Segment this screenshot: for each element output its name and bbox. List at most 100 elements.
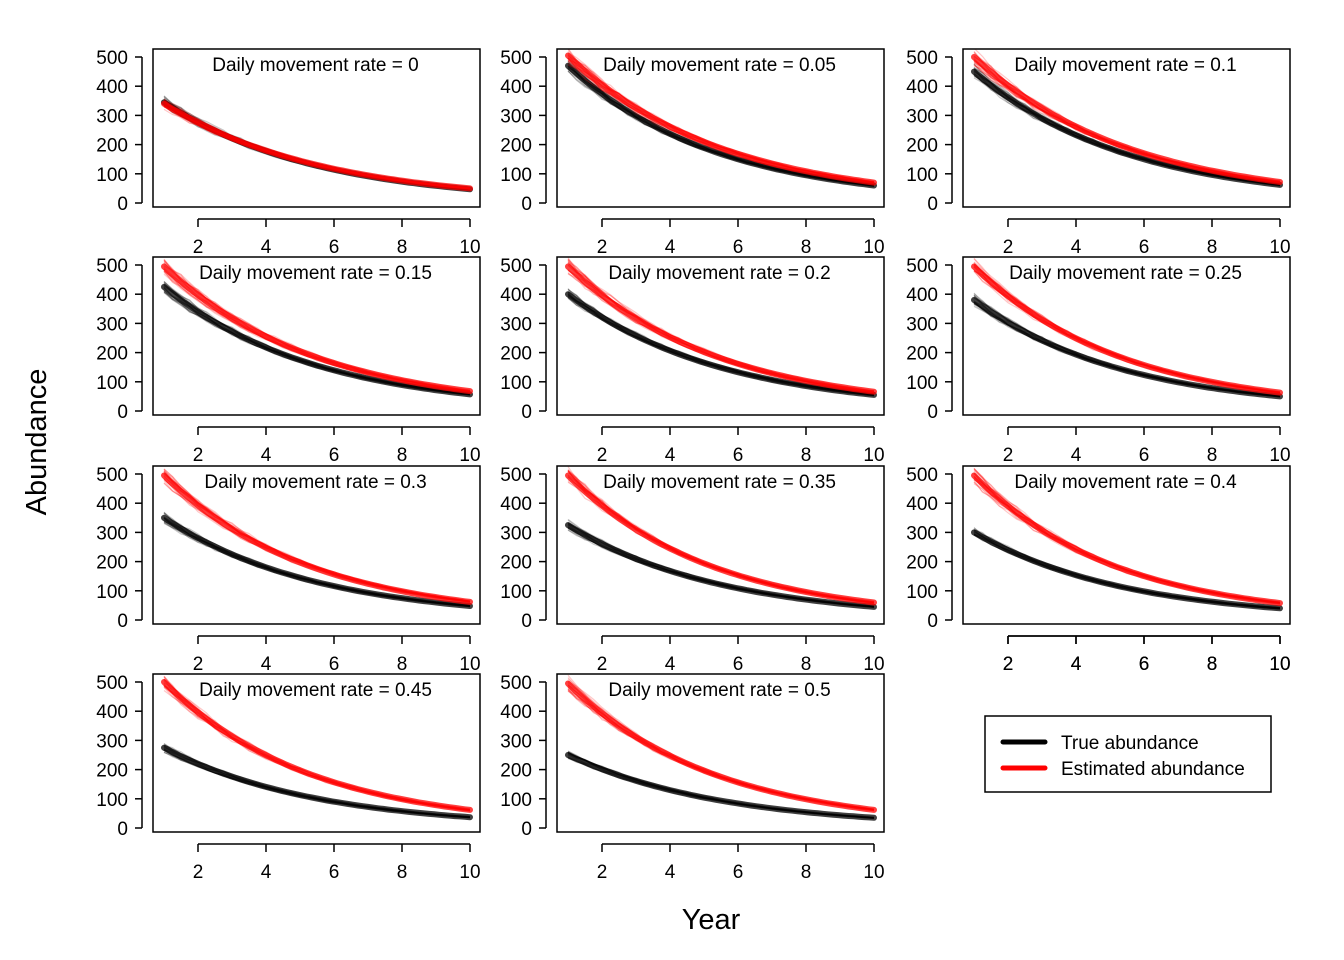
- panel-title: Daily movement rate = 0: [212, 55, 418, 76]
- true-replicate-line: [567, 60, 875, 186]
- true-replicate-line: [163, 97, 471, 190]
- y-tick-label: 100: [96, 165, 128, 186]
- true-replicate-line: [973, 69, 1281, 186]
- estimated-replicate-line: [567, 684, 875, 810]
- true-replicate-line: [567, 69, 875, 187]
- y-tick-label: 300: [500, 523, 532, 544]
- true-abundance-line: [161, 514, 473, 609]
- panel-lines: [565, 674, 877, 821]
- y-tick-label: 100: [96, 373, 128, 394]
- true-replicate-line: [567, 64, 875, 186]
- estimated-replicate-line: [973, 62, 1281, 184]
- x-tick-label: 10: [863, 654, 884, 675]
- y-tick-label: 0: [521, 402, 532, 423]
- estimated-replicate-line: [163, 103, 471, 189]
- estimated-replicate-line: [567, 264, 875, 394]
- estimated-replicate-line: [163, 103, 471, 189]
- estimated-replicate-line: [567, 269, 875, 394]
- true-replicate-line: [973, 70, 1281, 187]
- y-tick-label: 400: [500, 77, 532, 98]
- estimated-replicate-line: [163, 108, 471, 189]
- x-tick-label: 10: [1269, 654, 1290, 675]
- y-tick-label: 0: [117, 402, 128, 423]
- estimated-replicate-line: [567, 64, 875, 183]
- estimated-replicate-line: [163, 683, 471, 811]
- true-replicate-line: [163, 748, 471, 818]
- panel-title: Daily movement rate = 0.5: [608, 680, 830, 701]
- panel: 0 100 200 300 400 500 2 4 6 8 10 Daily movement rat…: [500, 48, 885, 258]
- estimated-replicate-line: [567, 685, 875, 810]
- y-tick-label: 200: [96, 136, 128, 157]
- panel-title: Daily movement rate = 0.4: [1014, 472, 1237, 493]
- true-replicate-line: [567, 752, 875, 820]
- estimated-replicate-line: [163, 685, 471, 812]
- panel-lines: [971, 257, 1283, 400]
- x-tick-label: 2: [193, 445, 204, 466]
- estimated-replicate-line: [973, 475, 1281, 604]
- estimated-replicate-line: [567, 683, 875, 811]
- true-replicate-line: [163, 101, 471, 191]
- estimated-replicate-line: [567, 681, 875, 810]
- estimated-replicate-line: [163, 685, 471, 810]
- panel-frame: [152, 48, 481, 208]
- true-replicate-line: [973, 301, 1281, 398]
- estimated-replicate-line: [567, 62, 875, 185]
- estimated-replicate-line: [163, 270, 471, 392]
- true-replicate-line: [567, 756, 875, 818]
- y-tick-label: 400: [96, 702, 128, 723]
- x-tick-label: 2: [1003, 654, 1014, 675]
- y-tick-label: 500: [96, 465, 128, 486]
- true-replicate-line: [163, 749, 471, 818]
- true-replicate-line: [973, 296, 1281, 398]
- true-replicate-line: [567, 60, 875, 186]
- x-tick-label: 6: [1139, 654, 1150, 675]
- y-tick-label: 200: [500, 553, 532, 574]
- true-replicate-line: [567, 751, 875, 818]
- estimated-replicate-line: [163, 105, 471, 189]
- true-replicate-line: [973, 302, 1281, 397]
- true-replicate-line: [567, 755, 875, 819]
- x-tick-label: 4: [261, 862, 272, 883]
- true-replicate-line: [163, 105, 471, 190]
- x-tick-label: 8: [801, 445, 812, 466]
- y-tick-label: 500: [500, 673, 532, 694]
- y-tick-label: 400: [906, 77, 938, 98]
- y-tick-label: 500: [500, 465, 532, 486]
- estimated-replicate-line: [163, 273, 471, 393]
- y-tick-label: 500: [500, 48, 532, 69]
- estimated-abundance-line: [565, 52, 877, 186]
- estimated-replicate-line: [163, 102, 471, 189]
- y-tick-label: 500: [500, 256, 532, 277]
- y-tick-label: 400: [500, 494, 532, 515]
- true-replicate-line: [973, 71, 1281, 185]
- true-replicate-line: [567, 750, 875, 818]
- x-tick-label: 2: [1003, 654, 1014, 675]
- true-replicate-line: [973, 301, 1281, 397]
- true-replicate-line: [973, 304, 1281, 397]
- x-tick-label: 2: [193, 862, 204, 883]
- true-replicate-line: [567, 756, 875, 819]
- y-tick-label: 0: [927, 611, 938, 632]
- estimated-replicate-line: [163, 270, 471, 393]
- panel-frame: [556, 48, 885, 208]
- true-replicate-line: [163, 513, 471, 607]
- panel-lines: [971, 467, 1283, 612]
- estimated-replicate-line: [163, 267, 471, 392]
- estimated-replicate-line: [163, 101, 471, 190]
- estimated-replicate-line: [973, 60, 1281, 183]
- panel-frame: [556, 673, 885, 833]
- estimated-replicate-line: [567, 684, 875, 812]
- estimated-replicate-line: [163, 682, 471, 811]
- estimated-abundance-line: [971, 54, 1283, 185]
- true-replicate-line: [163, 751, 471, 818]
- true-replicate-line: [567, 293, 875, 396]
- estimated-replicate-line: [973, 64, 1281, 183]
- y-tick-label: 0: [521, 819, 532, 840]
- true-replicate-line: [973, 63, 1281, 186]
- panel-title: Daily movement rate = 0.1: [1014, 55, 1236, 76]
- x-tick-label: 6: [733, 862, 744, 883]
- estimated-replicate-line: [973, 64, 1281, 184]
- estimated-replicate-line: [163, 106, 471, 189]
- estimated-replicate-line: [973, 58, 1281, 183]
- estimated-replicate-line: [163, 103, 471, 189]
